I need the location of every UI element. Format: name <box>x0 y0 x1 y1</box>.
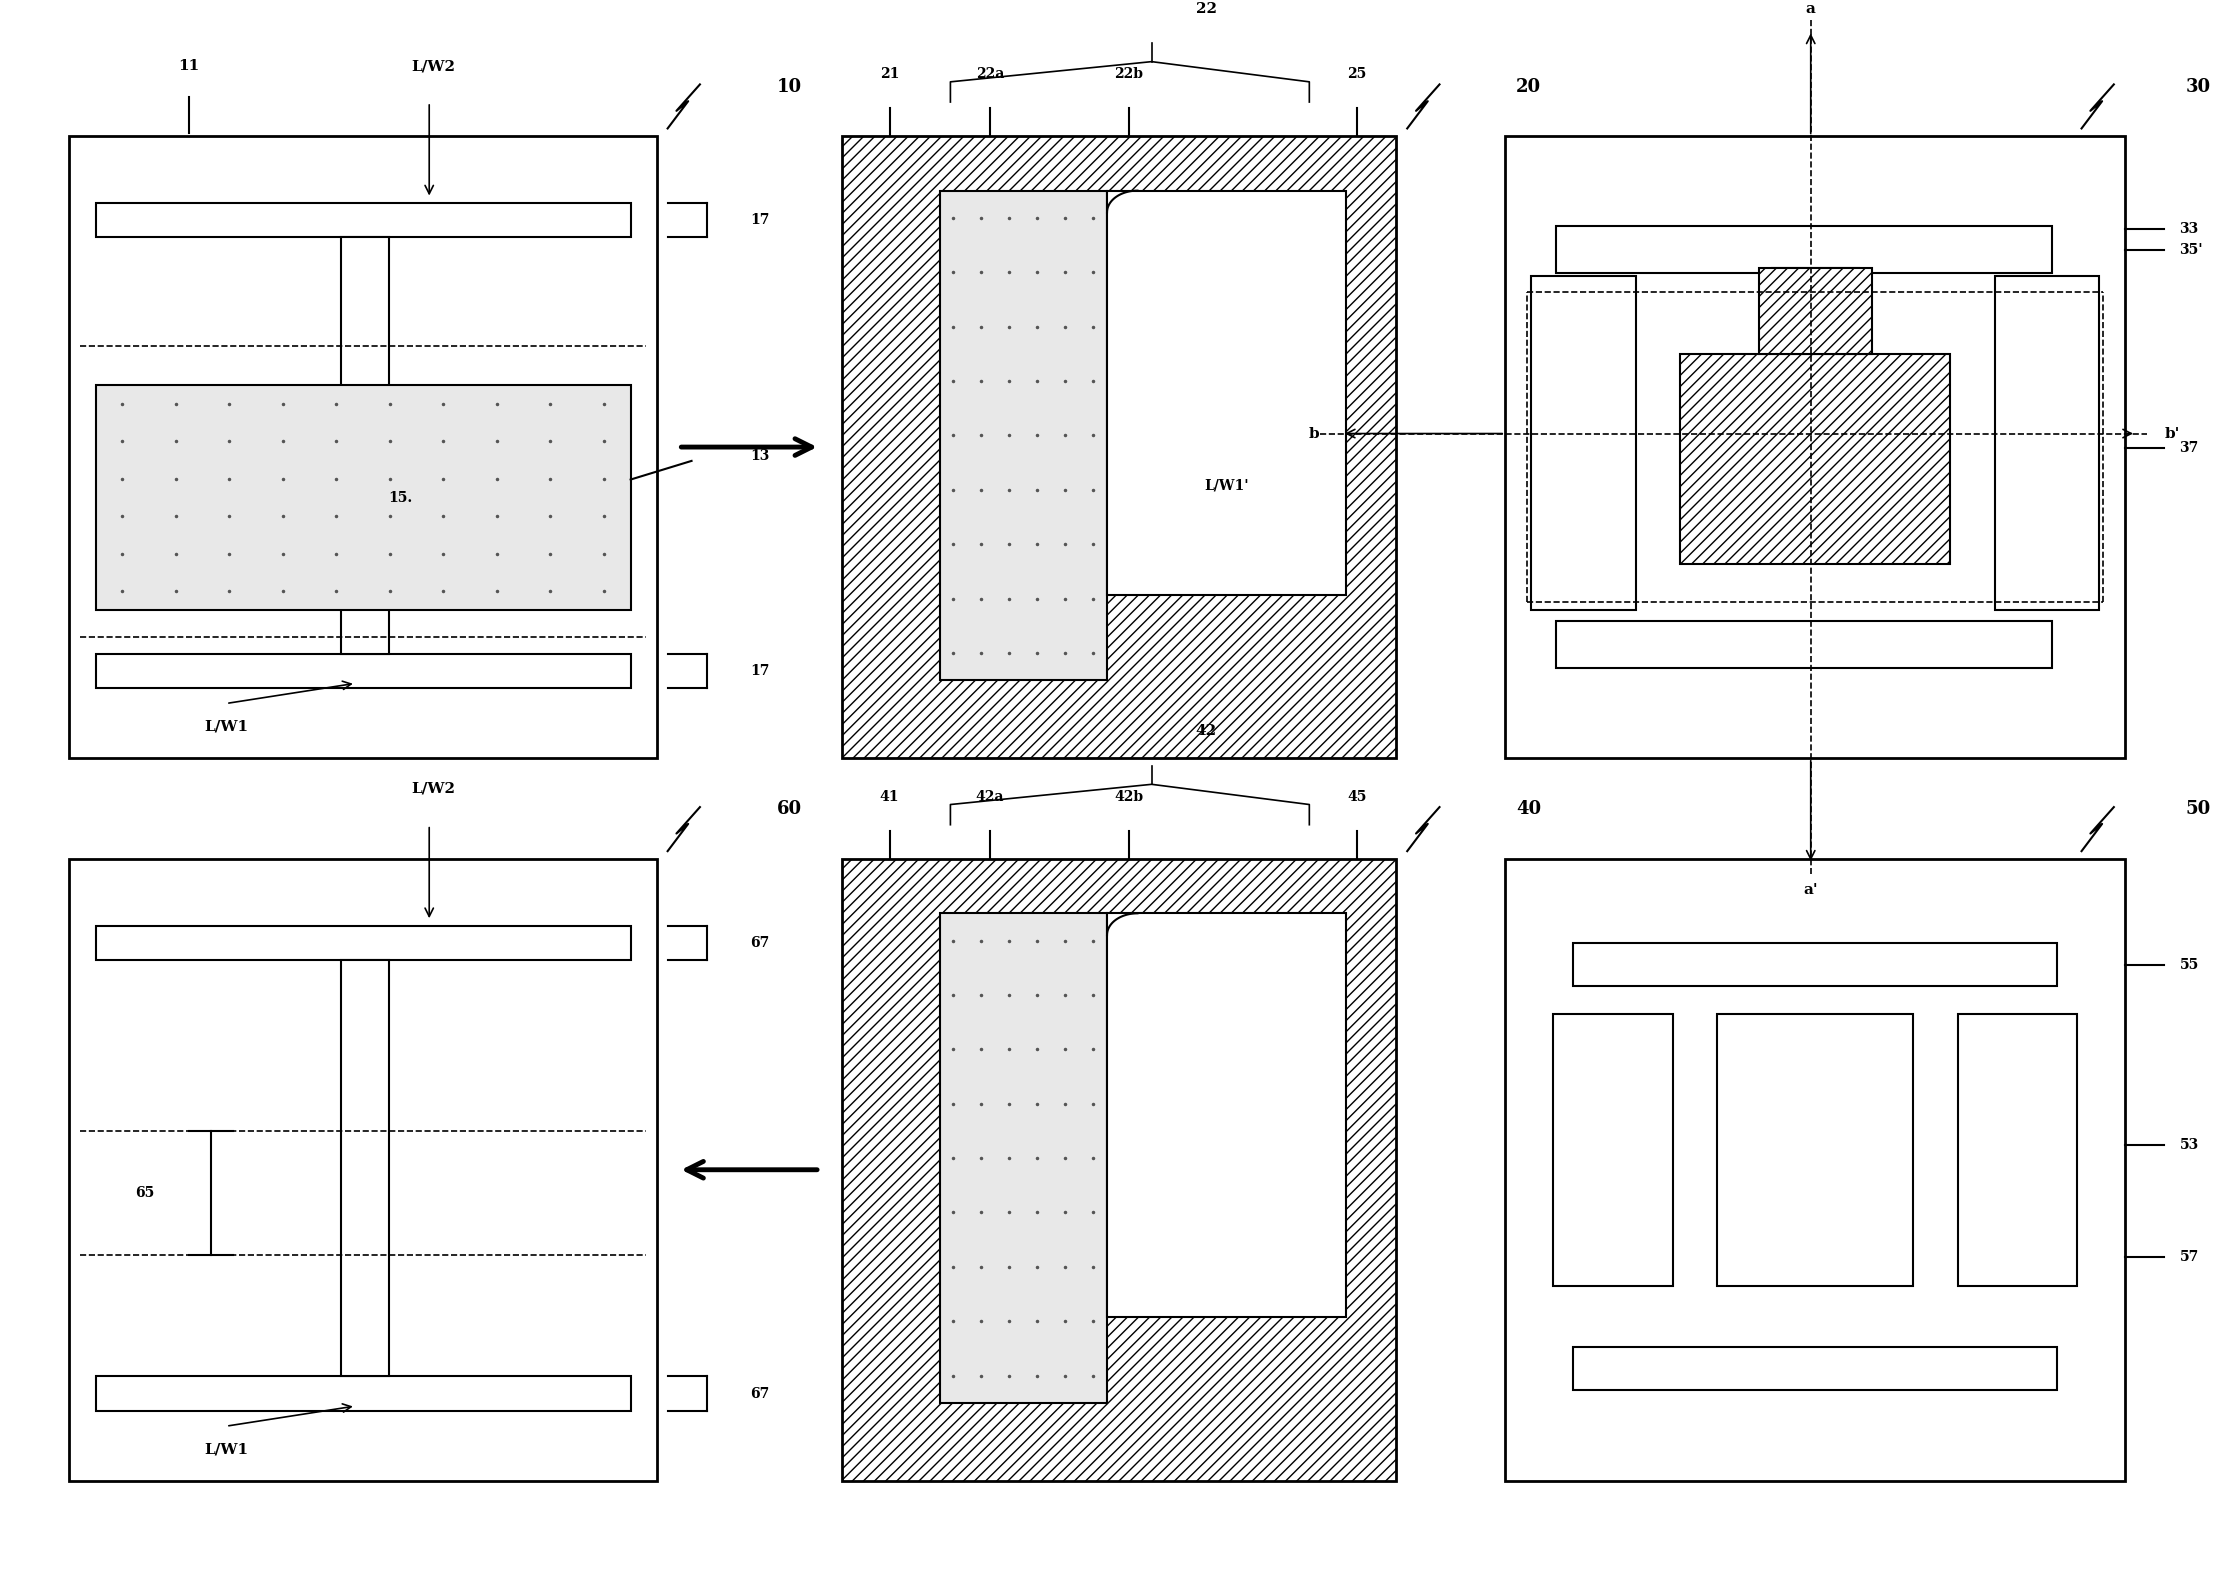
Text: 10: 10 <box>777 77 801 96</box>
Bar <box>95 1376 631 1411</box>
Text: 15.: 15. <box>387 491 412 505</box>
Bar <box>841 136 1397 757</box>
Text: 20: 20 <box>1517 77 1541 96</box>
Text: 55: 55 <box>2179 958 2199 972</box>
Text: 25: 25 <box>1348 68 1366 80</box>
Bar <box>1718 1015 1913 1286</box>
Bar <box>1680 353 1951 563</box>
Text: 17: 17 <box>751 664 770 679</box>
Bar <box>69 858 658 1480</box>
Text: 65: 65 <box>135 1187 155 1199</box>
Bar <box>1758 268 1871 353</box>
Text: 37: 37 <box>2179 442 2199 454</box>
Text: 67: 67 <box>751 1387 770 1401</box>
Text: 13: 13 <box>751 450 770 464</box>
Text: L/W2: L/W2 <box>412 783 456 795</box>
Bar <box>1771 268 1858 273</box>
Bar <box>1556 226 2052 273</box>
Text: b: b <box>1308 426 1320 440</box>
Text: 22b: 22b <box>1114 68 1142 80</box>
Bar <box>1957 1015 2077 1286</box>
Bar <box>1107 191 1346 595</box>
Text: 42a: 42a <box>976 789 1003 803</box>
Text: 57: 57 <box>2179 1250 2199 1264</box>
Bar <box>1506 858 2125 1480</box>
Text: 60: 60 <box>777 800 801 817</box>
Text: 33: 33 <box>2179 222 2199 237</box>
Text: 17: 17 <box>751 213 770 227</box>
Text: 42: 42 <box>1196 724 1215 739</box>
Bar <box>1574 1348 2057 1390</box>
Text: 67: 67 <box>751 936 770 950</box>
Bar <box>1552 1015 1672 1286</box>
Bar <box>1107 914 1346 1318</box>
Bar <box>95 653 631 688</box>
Text: L/W2: L/W2 <box>412 60 456 73</box>
Bar <box>1532 276 1636 611</box>
Bar <box>1506 136 2125 757</box>
Text: 50: 50 <box>2185 800 2212 817</box>
Text: b': b' <box>2165 426 2179 440</box>
Bar <box>95 204 631 237</box>
Text: L/W1: L/W1 <box>204 1442 248 1456</box>
Text: 45: 45 <box>1348 789 1366 803</box>
Text: a: a <box>1807 2 1815 16</box>
Bar <box>95 926 631 959</box>
Bar <box>939 914 1107 1403</box>
Text: 11: 11 <box>179 60 199 73</box>
Text: 35': 35' <box>2179 243 2203 257</box>
Bar <box>841 858 1397 1480</box>
Text: 22a: 22a <box>976 68 1003 80</box>
Text: L/W1: L/W1 <box>204 720 248 734</box>
Text: 42b: 42b <box>1114 789 1142 803</box>
Bar <box>69 136 658 757</box>
Bar <box>341 237 390 653</box>
Text: L/W1': L/W1' <box>1204 478 1249 492</box>
Text: a': a' <box>1804 884 1818 896</box>
Bar <box>939 191 1107 680</box>
Text: 30: 30 <box>2185 77 2212 96</box>
Bar <box>1574 942 2057 986</box>
Text: 53: 53 <box>2179 1138 2199 1152</box>
Bar <box>1995 276 2099 611</box>
Bar <box>95 385 631 611</box>
Text: 40: 40 <box>1517 800 1541 817</box>
Text: 21: 21 <box>879 68 899 80</box>
Text: 41: 41 <box>879 789 899 803</box>
Bar <box>1556 622 2052 667</box>
Bar <box>341 959 390 1376</box>
Text: 22: 22 <box>1196 2 1215 16</box>
